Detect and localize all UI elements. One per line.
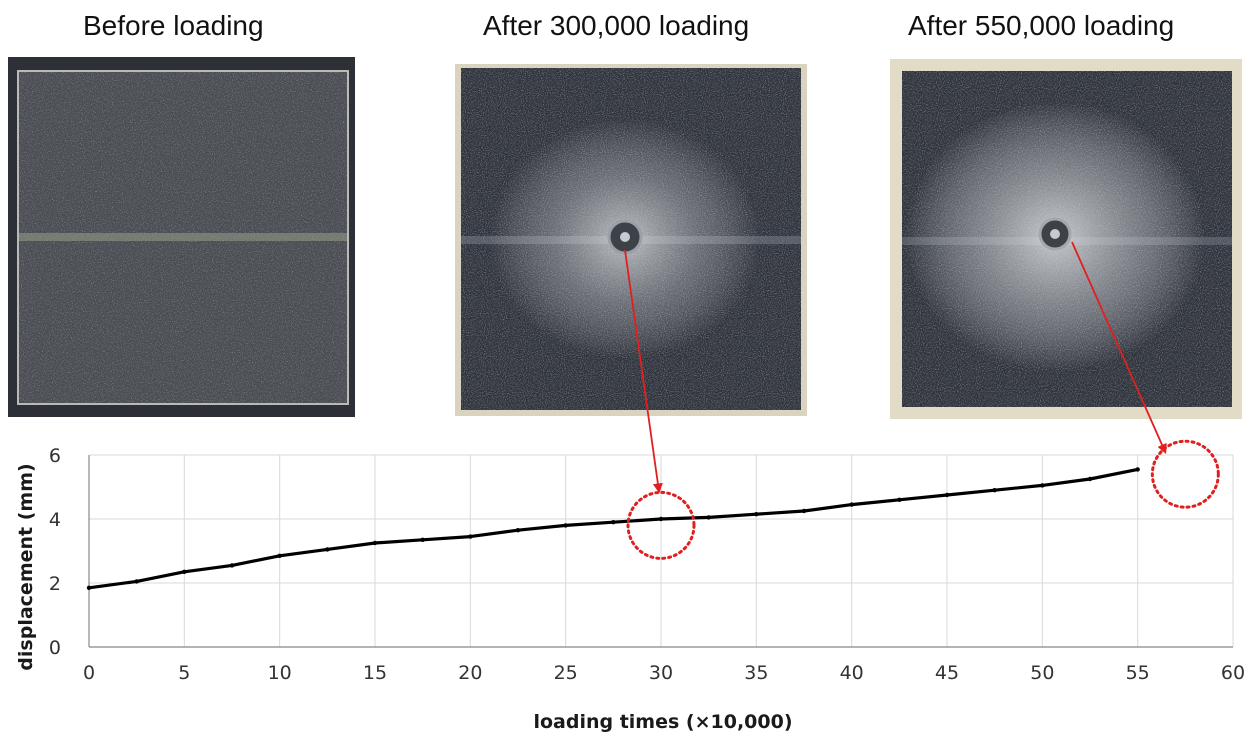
data-point [1135,467,1140,472]
arrow-550k [1071,241,1167,455]
data-point [182,569,187,574]
y-tick-label: 6 [49,445,61,467]
y-tick-label: 2 [49,573,61,595]
data-point [611,520,616,525]
data-point [992,488,997,493]
data-point [563,523,568,528]
data-point [1087,476,1093,482]
data-point [849,502,854,507]
x-tick-label: 55 [1126,662,1150,684]
x-tick-label: 20 [458,662,482,684]
panel-title-550k: After 550,000 loading [908,10,1175,41]
data-point [372,540,378,546]
data-point [801,508,807,514]
data-point [897,497,902,502]
x-tick-label: 45 [935,662,959,684]
x-tick-label: 5 [178,662,190,684]
panel-title-300k: After 300,000 loading [483,10,750,41]
photo-after-550000 [890,59,1242,419]
data-point [754,512,759,517]
data-point [229,563,235,568]
x-tick-label: 30 [649,662,673,684]
x-tick-label: 35 [744,662,768,684]
data-point [420,537,425,542]
photo-after-300000 [455,64,807,416]
series-line-0 [87,467,1140,590]
data-point [468,534,473,539]
photo-before-loading [8,57,355,417]
data-point [86,585,92,590]
data-point [706,515,711,520]
x-tick-label: 50 [1030,662,1054,684]
y-axis-label: displacement (mm) [15,463,37,670]
x-tick-label: 15 [363,662,387,684]
x-tick-label: 10 [268,662,292,684]
x-tick-label: 0 [83,662,95,684]
data-point [134,579,139,584]
data-point [515,528,521,533]
x-tick-label: 25 [554,662,578,684]
arrow-300k [624,249,663,494]
y-tick-label: 0 [49,637,61,659]
x-tick-label: 60 [1221,662,1245,684]
x-tick-label: 40 [840,662,864,684]
data-point [944,492,950,498]
data-point [658,516,664,522]
highlight-circle-1 [1150,439,1220,509]
data-point [325,547,330,552]
data-point [1040,483,1045,488]
data-point [277,553,282,558]
x-axis-label: loading times (×10,000) [533,711,792,733]
panel-title-before: Before loading [83,10,264,41]
y-tick-label: 4 [49,509,61,531]
